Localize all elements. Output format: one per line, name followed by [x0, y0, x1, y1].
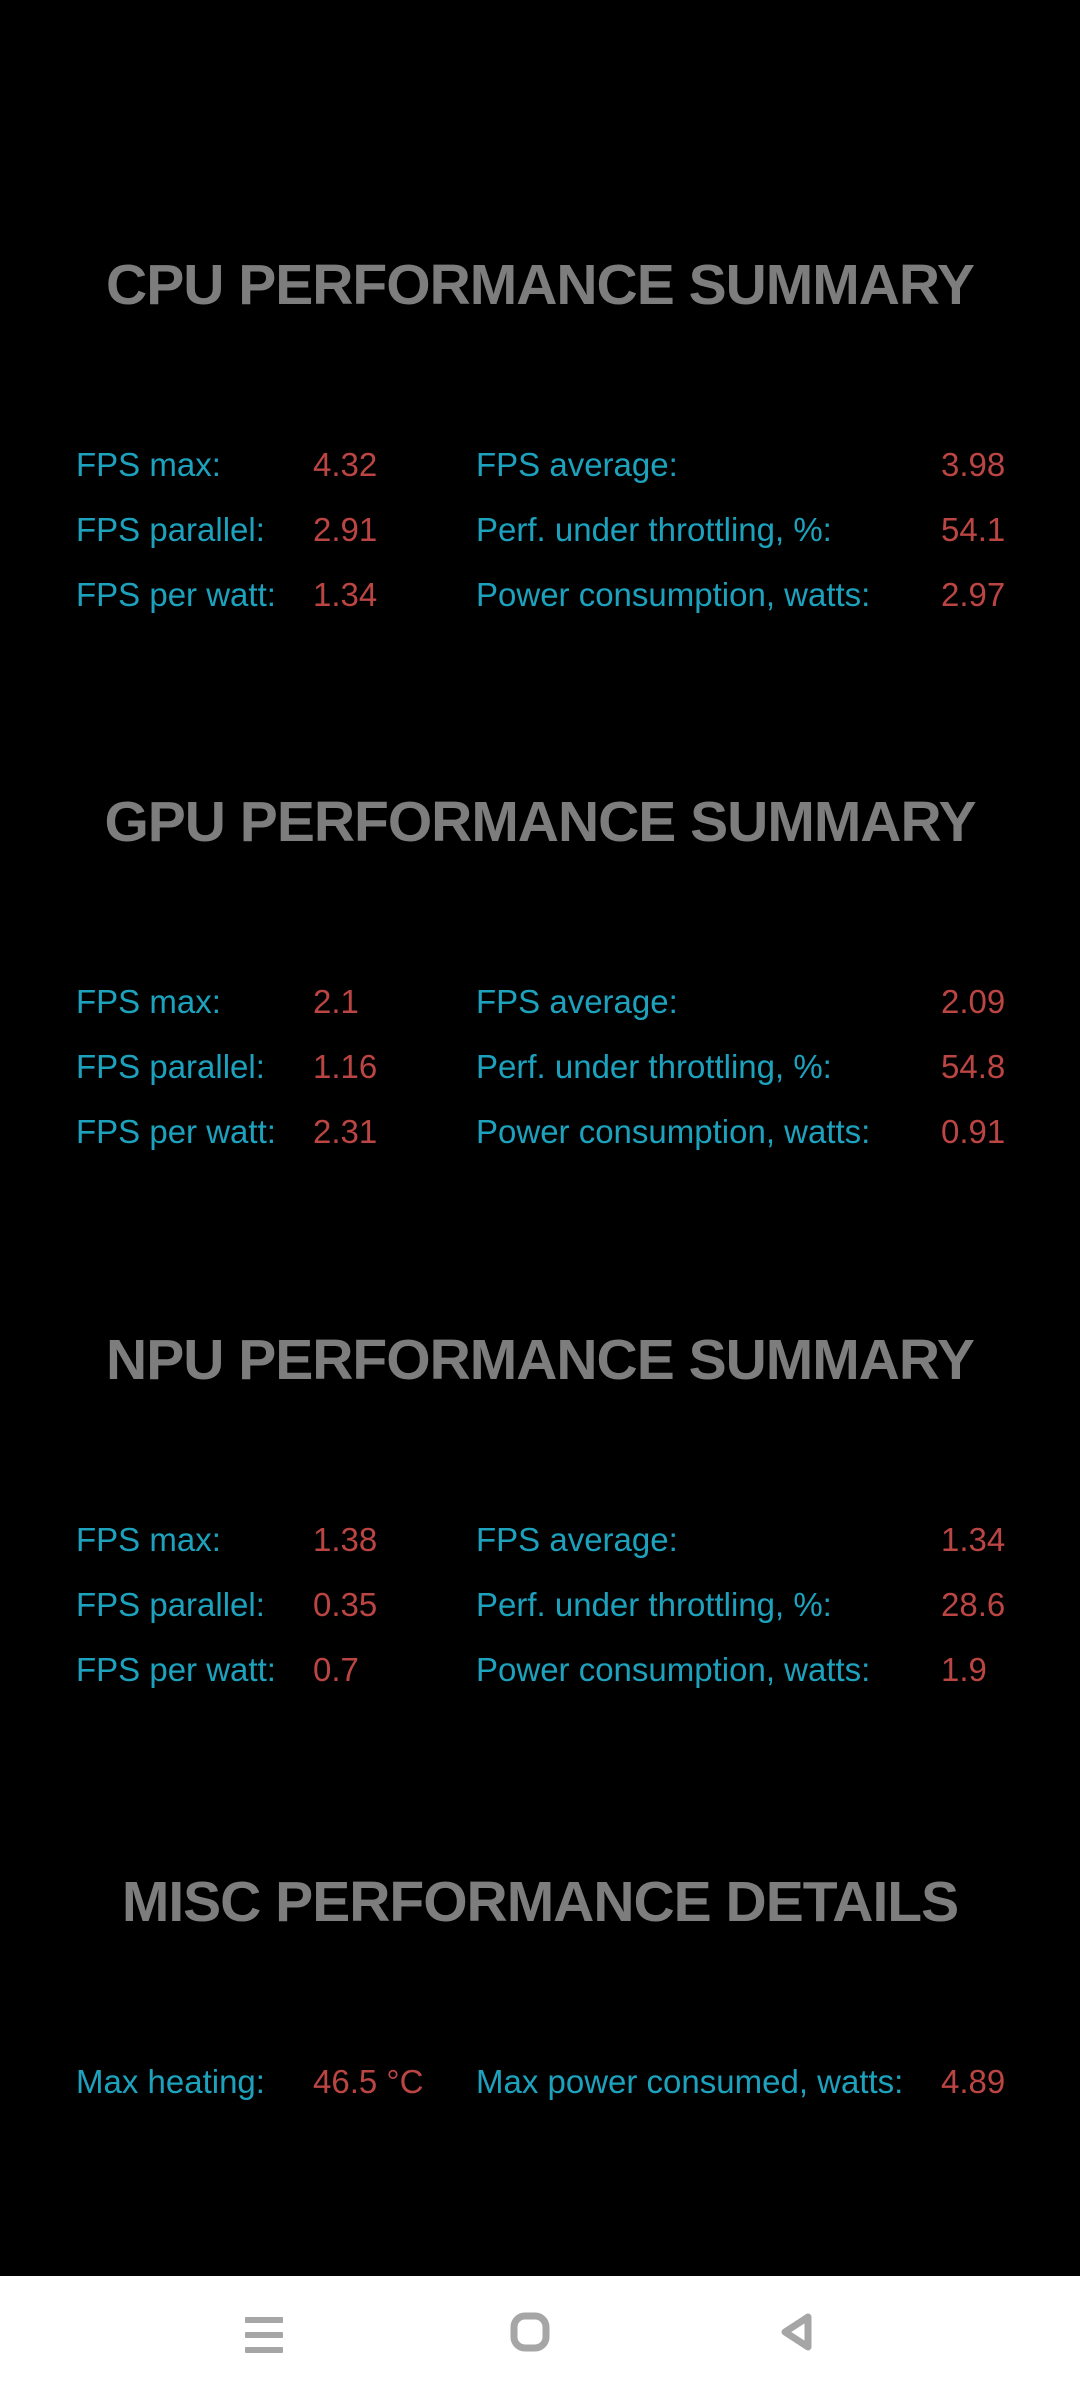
recents-icon	[510, 2312, 550, 2352]
metric-row: FPS per watt: 1.34 Power consumption, wa…	[0, 562, 1080, 627]
metric-value: 2.97	[941, 576, 1006, 613]
metric-label: Power consumption, watts:	[476, 1113, 871, 1150]
android-navigation-bar	[0, 2276, 1080, 2400]
metric-value: 28.6	[941, 1586, 1006, 1623]
metric-value: 54.8	[941, 1048, 1006, 1085]
metric-value: 1.38	[313, 1521, 378, 1558]
section-title: GPU PERFORMANCE SUMMARY	[104, 790, 976, 854]
metric-label: FPS max:	[76, 1521, 221, 1558]
section-title: CPU PERFORMANCE SUMMARY	[106, 253, 975, 317]
metric-row: Max heating: 46.5 °C Max power consumed,…	[0, 2049, 1080, 2114]
metric-label: Power consumption, watts:	[476, 1651, 871, 1688]
metric-label: FPS parallel:	[76, 511, 265, 548]
nav-menu-button[interactable]	[245, 2317, 283, 2353]
metric-row: FPS parallel: 2.91 Perf. under throttlin…	[0, 497, 1080, 562]
metric-value: 3.98	[941, 446, 1006, 483]
metric-label: FPS per watt:	[76, 1113, 276, 1150]
metric-label: Perf. under throttling, %:	[476, 511, 832, 548]
metric-value: 2.1	[313, 983, 359, 1020]
metric-label: FPS average:	[476, 446, 678, 483]
metric-label: FPS per watt:	[76, 1651, 276, 1688]
section-gpu: GPU PERFORMANCE SUMMARY FPS max: 2.1 FPS…	[0, 790, 1080, 1164]
metric-value: 2.91	[313, 511, 378, 548]
metric-label: Perf. under throttling, %:	[476, 1048, 832, 1085]
metric-row: FPS parallel: 0.35 Perf. under throttlin…	[0, 1572, 1080, 1637]
metric-label: FPS max:	[76, 983, 221, 1020]
metric-label: FPS per watt:	[76, 576, 276, 613]
metric-row: FPS per watt: 0.7 Power consumption, wat…	[0, 1637, 1080, 1702]
metric-value: 0.7	[313, 1651, 359, 1688]
back-icon	[781, 2313, 812, 2351]
metric-row: FPS max: 1.38 FPS average: 1.34	[0, 1507, 1080, 1572]
metric-row: FPS max: 4.32 FPS average: 3.98	[0, 432, 1080, 497]
section-title: NPU PERFORMANCE SUMMARY	[106, 1328, 975, 1392]
metrics-table: Max heating: 46.5 °C Max power consumed,…	[0, 2049, 1080, 2114]
metric-label: Power consumption, watts:	[476, 576, 871, 613]
metric-label: FPS parallel:	[76, 1048, 265, 1085]
metric-value: 1.9	[941, 1651, 987, 1688]
section-cpu: CPU PERFORMANCE SUMMARY FPS max: 4.32 FP…	[0, 253, 1080, 627]
metric-value: 1.34	[941, 1521, 1006, 1558]
metric-value: 0.35	[313, 1586, 378, 1623]
metric-label: Max heating:	[76, 2063, 265, 2100]
metric-value: 1.34	[313, 576, 378, 613]
section-misc: MISC PERFORMANCE DETAILS Max heating: 46…	[0, 1870, 1080, 2114]
nav-recents-button[interactable]	[510, 2312, 550, 2352]
metric-value: 4.32	[313, 446, 378, 483]
metric-value: 2.09	[941, 983, 1006, 1020]
metric-label: FPS average:	[476, 1521, 678, 1558]
section-title: MISC PERFORMANCE DETAILS	[121, 1870, 959, 1934]
metric-value: 54.1	[941, 511, 1006, 548]
metrics-table: FPS max: 2.1 FPS average: 2.09 FPS paral…	[0, 969, 1080, 1164]
menu-icon	[245, 2317, 283, 2353]
metric-value: 4.89	[941, 2063, 1006, 2100]
metric-label: Perf. under throttling, %:	[476, 1586, 832, 1623]
metric-label: FPS average:	[476, 983, 678, 1020]
metric-row: FPS parallel: 1.16 Perf. under throttlin…	[0, 1034, 1080, 1099]
metric-label: Max power consumed, watts:	[476, 2063, 904, 2100]
metric-value: 1.16	[313, 1048, 378, 1085]
metrics-table: FPS max: 4.32 FPS average: 3.98 FPS para…	[0, 432, 1080, 627]
metric-value: 0.91	[941, 1113, 1006, 1150]
nav-back-button[interactable]	[776, 2310, 816, 2354]
metric-label: FPS max:	[76, 446, 221, 483]
metric-row: FPS max: 2.1 FPS average: 2.09	[0, 969, 1080, 1034]
metric-label: FPS parallel:	[76, 1586, 265, 1623]
metric-row: FPS per watt: 2.31 Power consumption, wa…	[0, 1099, 1080, 1164]
metric-value: 46.5 °C	[313, 2063, 424, 2100]
section-npu: NPU PERFORMANCE SUMMARY FPS max: 1.38 FP…	[0, 1328, 1080, 1702]
metric-value: 2.31	[313, 1113, 378, 1150]
metrics-table: FPS max: 1.38 FPS average: 1.34 FPS para…	[0, 1507, 1080, 1702]
